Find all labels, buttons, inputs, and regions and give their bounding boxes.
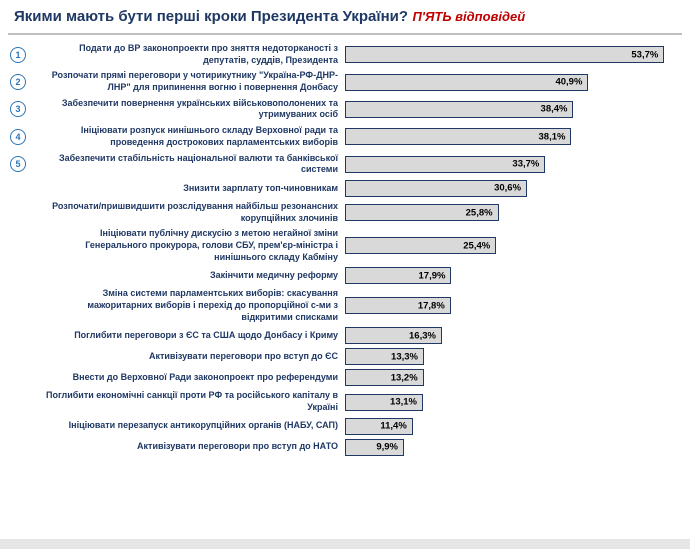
bar: 13,2% (345, 369, 424, 387)
rank-badge-slot: 2 (10, 74, 36, 91)
value-label: 13,1% (390, 396, 417, 408)
chart-row: 5 Забезпечити стабільність національної в… (10, 153, 684, 176)
rank-badge-slot: 1 (10, 46, 36, 63)
bar: 33,7% (345, 155, 546, 173)
bar: 17,8% (345, 297, 451, 315)
chart-row: 3 Забезпечити повернення українських війс… (10, 98, 684, 121)
bar: 13,3% (345, 348, 424, 366)
category-label: Ініціювати перезапуск антикорупційних ор… (68, 420, 338, 431)
rank-badge: 5 (10, 156, 26, 173)
category-label: Поглибити переговори з ЄС та США щодо До… (74, 330, 338, 341)
rank-badge-slot: 4 (10, 128, 36, 145)
chart-row: Ініціювати публічну дискусію з метою нег… (10, 228, 684, 263)
chart-rows: 1 Подати до ВР законопроекти про зняття н… (0, 43, 690, 456)
value-label: 25,8% (465, 207, 493, 219)
chart-row: Активізувати переговори про вступ до ЄС 1… (10, 348, 684, 366)
bar-area: 38,4% (345, 100, 684, 118)
category-label: Закінчити медичну реформу (209, 269, 338, 280)
category-label: Розпочати прямі переговори у чотирикутни… (51, 70, 338, 93)
category-label: Ініціювати публічну дискусію з метою нег… (85, 228, 338, 262)
bar-area: 13,2% (345, 369, 684, 387)
bar: 9,9% (345, 438, 404, 456)
value-label: 17,8% (417, 300, 445, 312)
value-label: 16,3% (409, 330, 436, 342)
bar: 30,6% (345, 179, 528, 197)
value-label: 13,3% (391, 351, 418, 363)
bottom-strip (0, 539, 690, 549)
chart-row: Розпочати/пришвидшити розслідування найб… (10, 201, 684, 224)
bar: 25,8% (345, 204, 499, 222)
category-label: Поглибити економічні санкції проти РФ та… (45, 390, 338, 413)
rank-badge: 4 (10, 128, 26, 145)
chart-row: 4 Ініціювати розпуск нинішнього складу Ве… (10, 125, 684, 148)
bar-area: 40,9% (345, 73, 684, 91)
bar: 16,3% (345, 327, 442, 345)
chart-subtitle: П'ЯТЬ відповідей (412, 9, 526, 24)
chart-row: Внести до Верховної Ради законопроект пр… (10, 369, 684, 387)
bar-area: 33,7% (345, 155, 684, 173)
value-label: 38,4% (540, 103, 568, 115)
value-label: 30,6% (494, 182, 522, 194)
chart-row: Активізувати переговори про вступ до НАТ… (10, 438, 684, 456)
value-label: 25,4% (463, 240, 491, 252)
bar-area: 13,1% (345, 393, 684, 411)
chart-row: Поглибити економічні санкції проти РФ та… (10, 390, 684, 413)
rank-badge: 1 (10, 46, 26, 63)
bar-area: 38,1% (345, 128, 684, 146)
bar: 25,4% (345, 237, 497, 255)
category-label: Забезпечити стабільність національної ва… (58, 152, 338, 175)
bar: 53,7% (345, 46, 665, 64)
chart-row: Ініціювати перезапуск антикорупційних ор… (10, 417, 684, 435)
bar-area: 17,9% (345, 267, 684, 285)
value-label: 9,9% (376, 441, 398, 453)
rank-badge-slot: 5 (10, 156, 36, 173)
bar-area: 16,3% (345, 327, 684, 345)
bar: 38,4% (345, 100, 574, 118)
bar: 40,9% (345, 73, 589, 91)
bar: 13,1% (345, 393, 423, 411)
category-label: Подати до ВР законопроекти про зняття не… (79, 43, 338, 65)
chart-row: Зміна системи парламентських виборів: ск… (10, 288, 684, 323)
category-label: Забезпечити повернення українських війсь… (61, 97, 338, 120)
value-label: 33,7% (512, 158, 540, 170)
bar: 38,1% (345, 128, 572, 146)
category-label: Знизити зарплату топ-чиновникам (183, 182, 338, 193)
bar-area: 9,9% (345, 438, 684, 456)
bar: 17,9% (345, 267, 452, 285)
value-label: 38,1% (538, 131, 566, 143)
value-label: 40,9% (555, 76, 583, 88)
chart-title: Якими мають бути перші кроки Президента … (14, 8, 409, 25)
bar-area: 13,3% (345, 348, 684, 366)
category-label: Ініціювати розпуск нинішнього складу Вер… (80, 125, 338, 147)
category-label: Зміна системи парламентських виборів: ск… (87, 288, 338, 322)
rank-badge: 3 (10, 101, 26, 118)
value-label: 53,7% (631, 49, 659, 61)
rank-badge-slot: 3 (10, 101, 36, 118)
bar-area: 17,8% (345, 297, 684, 315)
bar-area: 53,7% (345, 46, 684, 64)
chart-row: 2 Розпочати прямі переговори у чотирикутн… (10, 70, 684, 93)
bar-area: 30,6% (345, 179, 684, 197)
chart-header: Якими мають бути перші кроки Президента … (0, 0, 690, 28)
value-label: 17,9% (418, 270, 446, 282)
value-label: 13,2% (390, 372, 418, 384)
chart-row: Закінчити медичну реформу 17,9% (10, 267, 684, 285)
bar-area: 25,8% (345, 204, 684, 222)
bar: 11,4% (345, 417, 413, 435)
category-label: Внести до Верховної Ради законопроект пр… (72, 372, 338, 383)
chart-row: Знизити зарплату топ-чиновникам 30,6% (10, 179, 684, 197)
bar-area: 11,4% (345, 417, 684, 435)
rank-badge: 2 (10, 74, 26, 91)
category-label: Активізувати переговори про вступ до ЄС (148, 351, 338, 362)
value-label: 11,4% (380, 420, 407, 432)
category-label: Розпочати/пришвидшити розслідування найб… (52, 200, 338, 223)
chart-row: Поглибити переговори з ЄС та США щодо До… (10, 327, 684, 345)
bar-area: 25,4% (345, 237, 684, 255)
chart-row: 1 Подати до ВР законопроекти про зняття н… (10, 43, 684, 66)
title-divider (8, 33, 682, 35)
category-label: Активізувати переговори про вступ до НАТ… (137, 441, 338, 452)
